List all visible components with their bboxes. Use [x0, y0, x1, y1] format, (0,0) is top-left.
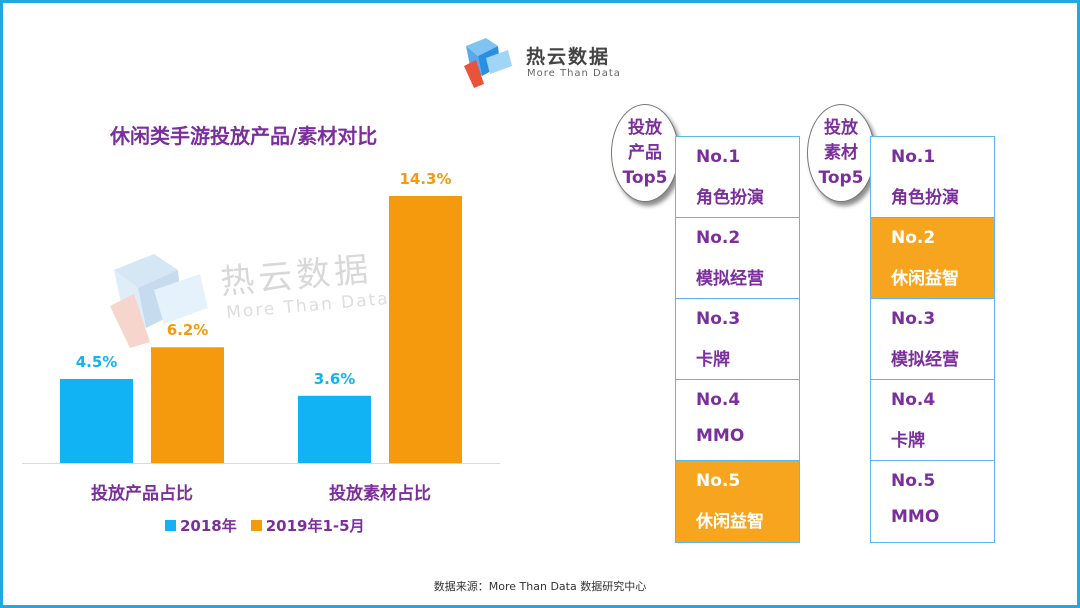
rank-number: No.5: [696, 471, 741, 491]
rank-number: No.2: [696, 228, 741, 248]
data-source: 数据来源：More Than Data 数据研究中心: [433, 580, 647, 593]
chart-title: 休闲类手游投放产品/素材对比: [110, 124, 378, 148]
product-badge-line-2: 产品: [627, 142, 662, 163]
product-badge-line-1: 投放: [627, 117, 662, 138]
legend-swatch-2018: [165, 520, 176, 531]
rank-genre: 角色扮演: [696, 188, 764, 208]
bar-2019-product: [151, 347, 224, 463]
logo: 热云数据 More Than Data: [462, 36, 632, 88]
logo-mark-icon: [464, 38, 512, 88]
rank-genre: MMO: [891, 507, 940, 527]
logo-subtitle: More Than Data: [527, 68, 621, 79]
rank-number: No.2: [891, 228, 936, 248]
product-rank-item: No.5 休闲益智: [676, 461, 799, 542]
product-top5-badge: 投放 产品 Top5: [611, 104, 679, 202]
material-badge-line-1: 投放: [823, 117, 858, 138]
legend-label-2019: 2019年1-5月: [265, 517, 365, 535]
category-label: 投放素材占比: [329, 483, 431, 504]
legend-item-2018: 2018年: [165, 515, 237, 536]
data-label: 6.2%: [167, 321, 209, 339]
category-label: 投放产品占比: [91, 483, 193, 504]
rank-number: No.4: [891, 390, 936, 410]
legend-swatch-2019: [250, 520, 262, 531]
product-rank-item: No.3 卡牌: [676, 299, 799, 380]
bar-2019-material: [389, 196, 462, 463]
logo-name: 热云数据: [526, 46, 611, 68]
bar-chart: 4.5% 6.2% 投放产品占比 3.6% 14.3% 投放素材占比: [22, 170, 500, 504]
rank-genre: 角色扮演: [891, 188, 959, 208]
rank-number: No.5: [891, 471, 936, 491]
rank-number: No.1: [696, 147, 741, 167]
rank-genre: 卡牌: [696, 350, 730, 370]
rank-number: No.1: [891, 147, 936, 167]
rank-number: No.3: [696, 309, 741, 329]
product-rank-item: No.4 MMO: [676, 380, 799, 461]
rank-genre: 模拟经营: [696, 269, 764, 289]
data-label: 3.6%: [314, 370, 356, 388]
product-badge-line-3: Top5: [622, 167, 668, 188]
material-rank-item: No.5 MMO: [871, 461, 994, 542]
rank-genre: 休闲益智: [696, 512, 764, 532]
bar-2018-material: [298, 395, 371, 463]
material-top5-badge: 投放 素材 Top5: [807, 104, 875, 202]
legend-item-2019: 2019年1-5月: [250, 515, 365, 536]
bar-2018-product: [60, 378, 133, 463]
material-badge-line-3: Top5: [818, 167, 864, 188]
rank-genre: 休闲益智: [891, 269, 959, 289]
legend-label-2018: 2018年: [180, 517, 237, 535]
product-rank-item: No.2 模拟经营: [676, 218, 799, 299]
rank-number: No.4: [696, 390, 741, 410]
watermark: 热云数据 More Than Data: [108, 248, 408, 348]
material-rank-item: No.1 角色扮演: [871, 137, 994, 218]
product-rank-item: No.1 角色扮演: [676, 137, 799, 218]
material-rank-item: No.4 卡牌: [871, 380, 994, 461]
watermark-logo-icon: [110, 254, 208, 348]
chart-legend: 2018年 2019年1-5月: [165, 515, 379, 536]
material-badge-line-2: 素材: [823, 142, 858, 163]
rank-genre: MMO: [696, 426, 745, 446]
rank-genre: 卡牌: [891, 431, 925, 451]
data-label: 4.5%: [76, 353, 118, 371]
data-label: 14.3%: [399, 170, 451, 188]
rank-number: No.3: [891, 309, 936, 329]
material-rank-item: No.3 模拟经营: [871, 299, 994, 380]
material-rank-item: No.2 休闲益智: [871, 218, 994, 299]
material-ranking-list: No.1 角色扮演 No.2 休闲益智 No.3 模拟经营 No.4 卡牌 No…: [870, 136, 995, 543]
product-ranking-list: No.1 角色扮演 No.2 模拟经营 No.3 卡牌 No.4 MMO No.…: [675, 136, 800, 543]
rank-genre: 模拟经营: [891, 350, 959, 370]
